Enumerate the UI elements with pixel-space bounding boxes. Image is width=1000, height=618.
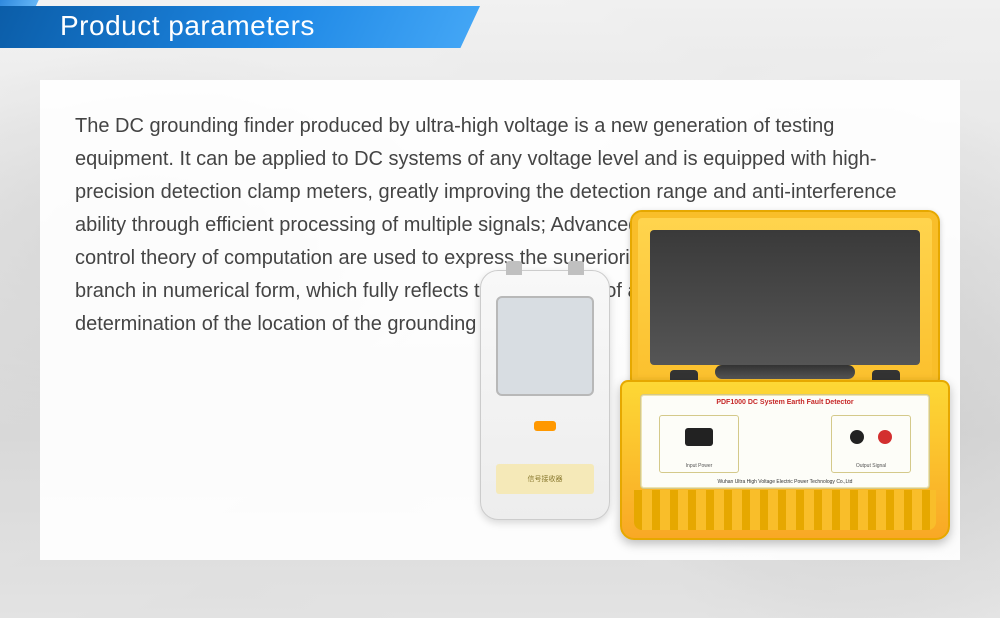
terminal-negative-icon (850, 430, 864, 444)
content-panel: The DC grounding finder produced by ultr… (40, 80, 960, 560)
panel-output-label: Output Signal (832, 463, 910, 469)
product-illustration: 信号接收器 PDF1000 DC System Earth Fault Dete… (480, 210, 950, 570)
terminal-positive-icon (878, 430, 892, 444)
panel-model-title: PDF1000 DC System Earth Fault Detector (641, 399, 929, 406)
panel-output-section: Output Signal (831, 415, 911, 473)
case-handle-icon (715, 365, 855, 379)
carry-case-device: PDF1000 DC System Earth Fault Detector I… (620, 210, 950, 550)
case-ribs-texture (634, 490, 936, 530)
case-body: PDF1000 DC System Earth Fault Detector I… (620, 380, 950, 540)
handheld-button-icon (534, 421, 556, 431)
panel-input-section: Input Power (659, 415, 739, 473)
header-title: Product parameters (60, 10, 315, 42)
case-front-panel: PDF1000 DC System Earth Fault Detector I… (640, 394, 930, 489)
panel-manufacturer: Wuhan Ultra High Voltage Electric Power … (641, 479, 929, 485)
handheld-device: 信号接收器 (480, 270, 610, 520)
power-socket-icon (685, 428, 713, 446)
case-lid (630, 210, 940, 385)
handheld-screen (496, 296, 594, 396)
handheld-label: 信号接收器 (496, 464, 594, 494)
panel-input-label: Input Power (660, 463, 738, 469)
section-header: Product parameters (0, 0, 1000, 50)
case-lid-foam (650, 230, 920, 365)
